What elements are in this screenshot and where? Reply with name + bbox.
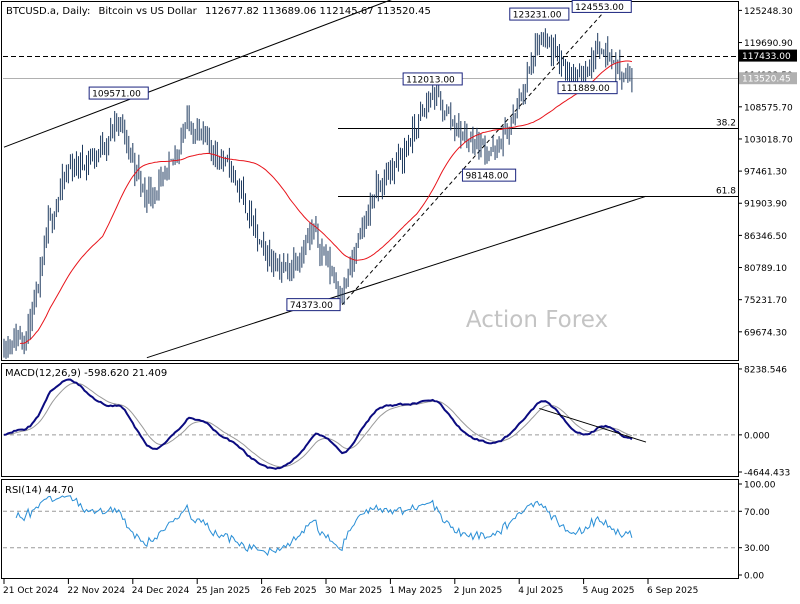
panel-frames xyxy=(1,1,739,579)
x-tick-label: 22 Nov 2024 xyxy=(67,586,125,596)
y-tick-label: 80789.10 xyxy=(744,264,787,274)
rsi-line xyxy=(15,495,633,557)
moving-average-path xyxy=(20,60,633,344)
time-x-axis: 21 Oct 2024 22 Nov 2024 24 Dec 2024 25 Jan … xyxy=(3,579,698,596)
macd-panel-frame xyxy=(1,363,739,477)
y-tick-label: 103018.70 xyxy=(744,135,793,145)
price-y-axis: 125248.30119690.90114133.50108575.701030… xyxy=(738,7,797,338)
annotation-box xyxy=(571,0,632,13)
price-panel-frame xyxy=(1,1,739,361)
rsi-panel-label: RSI(14) 44.70 xyxy=(5,485,74,496)
y-tick-label: 75231.70 xyxy=(744,296,787,306)
macd-y-tick-label: 0.000 xyxy=(744,431,770,441)
header-ohlc: 112677.82 113689.06 112145.67 113520.45 xyxy=(205,6,431,17)
x-tick-label: 21 Oct 2024 xyxy=(3,586,59,596)
header-description: Bitcoin vs US Dollar xyxy=(99,6,198,17)
price-annotations: 109571.00 74373.00 112013.00 98148.00 123231… xyxy=(88,0,632,312)
y-tick-label: 69674.30 xyxy=(744,328,787,338)
macd-line xyxy=(3,378,633,470)
macd-y-tick-label: 8238.546 xyxy=(744,365,787,375)
x-tick-label: 25 Jan 2025 xyxy=(196,586,250,596)
x-tick-label: 6 Sep 2025 xyxy=(647,586,698,596)
annotation-label: 124553.00 xyxy=(575,3,624,13)
y-tick-label: 119690.90 xyxy=(744,39,793,49)
price-tag-box xyxy=(739,49,797,62)
fib-level-label: 61.8 xyxy=(716,187,736,197)
moving-average-line xyxy=(20,60,633,344)
rsi-y-tick-label: 70.00 xyxy=(744,508,770,518)
x-tick-label: 24 Dec 2024 xyxy=(132,586,190,596)
annotation-label: 98148.00 xyxy=(465,172,508,182)
y-tick-label: 108575.70 xyxy=(744,103,793,113)
macd-series: 8238.546 0.000 -4644.433 xyxy=(3,365,790,479)
price-tag-label: 117433.00 xyxy=(742,52,791,62)
price-tag-label: 113520.45 xyxy=(742,75,791,85)
rsi-y-tick-label: 0.00 xyxy=(744,572,764,582)
rsi-y-tick-label: 100.00 xyxy=(744,481,776,491)
annotation-box xyxy=(461,168,517,182)
rsi-series: 100.00 70.00 30.00 0.00 xyxy=(3,481,776,582)
macd-panel-label: MACD(12,26,9) -598.620 21.409 xyxy=(5,368,167,379)
x-tick-label: 5 Aug 2025 xyxy=(583,586,635,596)
annotation-box xyxy=(88,86,149,100)
annotation-label: 111889.00 xyxy=(561,84,610,94)
annotation-label: 112013.00 xyxy=(406,75,455,85)
annotation-box xyxy=(509,7,570,21)
x-tick-label: 2 Jun 2025 xyxy=(454,586,502,596)
y-tick-label: 86346.50 xyxy=(744,232,787,242)
x-tick-label: 4 Jul 2025 xyxy=(518,586,563,596)
price-tag-box xyxy=(739,72,797,85)
annotation-label: 74373.00 xyxy=(290,301,333,311)
watermark: Action Forex xyxy=(466,307,608,333)
header-symbol: BTCUSD.a, Daily: xyxy=(6,6,90,17)
trend-channel xyxy=(3,0,647,359)
channel-line xyxy=(3,0,392,148)
annotation-box xyxy=(557,81,618,95)
fib-trend-dashed xyxy=(341,14,603,305)
annotation-box xyxy=(286,298,341,312)
macd-trend-line xyxy=(539,407,647,443)
x-tick-label: 1 May 2025 xyxy=(389,586,442,596)
y-tick-label: 91903.90 xyxy=(744,200,787,210)
price-series xyxy=(3,28,633,359)
macd-signal-line xyxy=(3,382,633,468)
fib-level-label: 38.2 xyxy=(716,119,736,129)
annotation-box xyxy=(402,72,463,86)
channel-line xyxy=(146,195,647,359)
rsi-y-tick-label: 30.00 xyxy=(744,544,770,554)
y-tick-label: 125248.30 xyxy=(744,7,793,17)
y-tick-label: 97461.30 xyxy=(744,168,787,178)
macd-y-tick-label: -4644.433 xyxy=(744,469,790,479)
annotation-label: 109571.00 xyxy=(92,90,141,100)
x-tick-label: 26 Feb 2025 xyxy=(261,586,317,596)
annotation-label: 123231.00 xyxy=(513,11,562,21)
rsi-panel-frame xyxy=(1,479,739,579)
header-text: BTCUSD.a, Daily: Bitcoin vs US Dollar 11… xyxy=(6,6,431,17)
x-tick-label: 30 Mar 2025 xyxy=(325,586,382,596)
